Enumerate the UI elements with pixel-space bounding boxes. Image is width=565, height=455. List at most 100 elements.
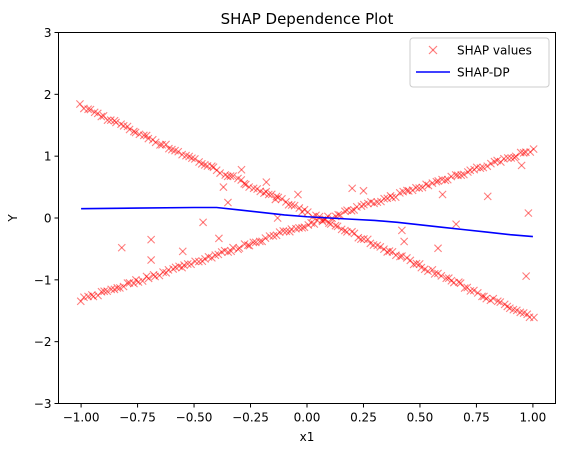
x-tick-label: 0.00 bbox=[294, 411, 321, 425]
shap-value-point bbox=[245, 183, 254, 192]
legend-label-shap-dp: SHAP-DP bbox=[457, 66, 510, 80]
shap-value-point bbox=[214, 250, 223, 259]
shap-value-point bbox=[482, 294, 491, 303]
legend-swatch-shap-values bbox=[428, 45, 438, 55]
shap-value-point bbox=[264, 190, 273, 199]
shap-value-point bbox=[298, 223, 307, 232]
shap-value-point bbox=[97, 112, 106, 121]
shap-value-point bbox=[112, 118, 120, 127]
shap-value-point bbox=[331, 221, 340, 230]
shap-value-point bbox=[243, 241, 252, 250]
x-tick-label: −0.25 bbox=[232, 411, 269, 425]
shap-value-point bbox=[457, 171, 466, 180]
shap-value-point bbox=[144, 274, 153, 283]
shap-value-point bbox=[348, 184, 357, 193]
plot-marks bbox=[75, 100, 538, 322]
shap-value-point bbox=[103, 287, 112, 296]
shap-value-point bbox=[123, 279, 132, 288]
shap-value-point bbox=[129, 279, 138, 288]
shap-value-point bbox=[262, 178, 271, 187]
shap-value-point bbox=[147, 235, 156, 244]
shap-value-point bbox=[107, 285, 116, 294]
shap-value-point bbox=[293, 190, 302, 199]
shap-value-point bbox=[412, 259, 421, 268]
shap-value-point bbox=[310, 220, 319, 229]
shap-value-point bbox=[493, 297, 502, 306]
shap-value-point bbox=[219, 183, 228, 192]
shap-value-point bbox=[441, 176, 450, 185]
y-tick-label: −3 bbox=[34, 397, 52, 411]
legend: SHAP values SHAP-DP bbox=[409, 37, 550, 88]
shap-value-point bbox=[241, 180, 250, 189]
shap-value-point bbox=[478, 292, 487, 301]
shap-value-point bbox=[529, 313, 538, 322]
shap-value-point bbox=[200, 160, 209, 169]
shap-value-point bbox=[269, 231, 278, 240]
shap-value-point bbox=[164, 265, 173, 274]
shap-value-point bbox=[490, 157, 499, 166]
shap-value-point bbox=[89, 292, 98, 301]
series-shap-values bbox=[75, 100, 538, 322]
shap-value-point bbox=[380, 194, 389, 203]
shap-value-point bbox=[117, 243, 126, 252]
shap-value-point bbox=[290, 201, 299, 210]
shap-value-point bbox=[334, 210, 343, 219]
shap-value-point bbox=[483, 192, 492, 201]
shap-value-point bbox=[277, 194, 286, 203]
shap-value-point bbox=[347, 206, 356, 215]
y-axis-label: Y bbox=[6, 214, 20, 223]
shap-value-point bbox=[103, 116, 112, 125]
shap-value-point bbox=[423, 267, 432, 276]
shap-value-point bbox=[86, 105, 95, 114]
shap-value-point bbox=[415, 184, 424, 193]
shap-value-point bbox=[438, 190, 447, 199]
shap-value-point bbox=[271, 195, 280, 204]
shap-value-point bbox=[456, 279, 465, 288]
shap-value-point bbox=[261, 234, 270, 243]
shap-value-point bbox=[282, 227, 291, 236]
shap-value-point bbox=[183, 260, 192, 268]
x-axis-label: x1 bbox=[300, 430, 315, 444]
shap-value-point bbox=[489, 294, 498, 303]
shap-value-point bbox=[100, 287, 109, 296]
shap-value-point bbox=[460, 284, 469, 293]
shap-value-point bbox=[511, 152, 520, 161]
shap-value-point bbox=[496, 298, 505, 307]
shap-value-point bbox=[187, 154, 196, 163]
shap-value-point bbox=[187, 260, 196, 269]
legend-label-shap-values: SHAP values bbox=[457, 44, 532, 58]
x-tick-label: −1.00 bbox=[63, 411, 100, 425]
shap-value-point bbox=[517, 161, 526, 170]
y-tick-label: 1 bbox=[44, 150, 52, 164]
shap-value-point bbox=[76, 297, 85, 306]
shap-value-point bbox=[287, 201, 296, 209]
y-tick-label: 0 bbox=[44, 212, 52, 226]
shap-value-point bbox=[300, 223, 309, 232]
shap-value-point bbox=[159, 268, 168, 277]
shap-value-point bbox=[235, 244, 244, 253]
shap-value-point bbox=[466, 286, 475, 295]
shap-value-point bbox=[503, 154, 512, 162]
shap-value-point bbox=[424, 181, 433, 190]
shap-value-point bbox=[519, 148, 528, 157]
shap-value-point bbox=[131, 128, 140, 137]
shap-value-point bbox=[476, 164, 485, 173]
shap-value-point bbox=[190, 154, 199, 163]
series-shap-dp-line bbox=[81, 206, 533, 238]
shap-value-point bbox=[226, 172, 235, 181]
shap-value-point bbox=[279, 226, 288, 235]
shap-value-point bbox=[388, 193, 397, 202]
shap-value-point bbox=[229, 172, 238, 181]
shap-value-point bbox=[125, 125, 134, 134]
shap-value-point bbox=[434, 244, 443, 253]
shap-value-point bbox=[376, 242, 385, 251]
y-tick-label: 3 bbox=[44, 26, 52, 40]
shap-value-point bbox=[207, 253, 216, 262]
shap-value-point bbox=[483, 162, 492, 171]
shap-value-point bbox=[452, 220, 461, 229]
shap-value-point bbox=[113, 283, 122, 292]
shap-value-point bbox=[182, 151, 191, 160]
shap-value-point bbox=[178, 247, 187, 256]
shap-value-point bbox=[411, 183, 420, 192]
legend-box bbox=[409, 37, 550, 88]
